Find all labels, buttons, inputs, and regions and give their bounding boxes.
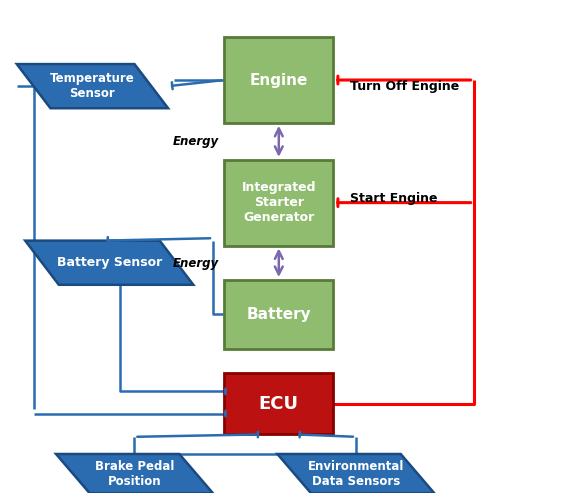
Polygon shape — [277, 454, 434, 493]
FancyBboxPatch shape — [224, 373, 333, 434]
Text: Engine: Engine — [250, 72, 308, 87]
Text: Integrated
Starter
Generator: Integrated Starter Generator — [242, 181, 316, 224]
Text: Battery Sensor: Battery Sensor — [57, 256, 162, 269]
Polygon shape — [17, 64, 168, 108]
Polygon shape — [56, 454, 213, 493]
Text: Turn Off Engine: Turn Off Engine — [350, 80, 460, 93]
Text: ECU: ECU — [259, 395, 299, 413]
Text: Energy: Energy — [173, 257, 218, 270]
Polygon shape — [25, 241, 194, 285]
Text: Start Engine: Start Engine — [350, 192, 438, 205]
Text: Battery: Battery — [246, 307, 311, 322]
FancyBboxPatch shape — [224, 160, 333, 246]
Text: Brake Pedal
Position: Brake Pedal Position — [95, 460, 174, 488]
FancyBboxPatch shape — [224, 280, 333, 349]
FancyBboxPatch shape — [224, 37, 333, 123]
Text: Environmental
Data Sensors: Environmental Data Sensors — [308, 460, 404, 488]
Text: Temperature
Sensor: Temperature Sensor — [50, 72, 135, 100]
Text: Energy: Energy — [173, 134, 218, 148]
